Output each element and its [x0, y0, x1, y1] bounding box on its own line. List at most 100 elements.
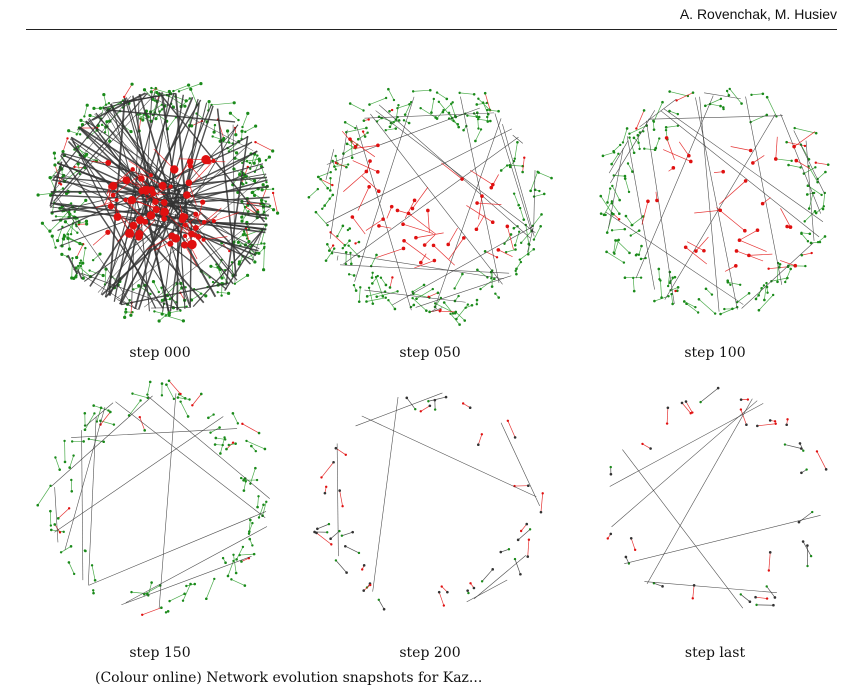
node [344, 262, 348, 266]
node [807, 207, 811, 210]
edge [606, 251, 625, 263]
node [664, 128, 668, 132]
node [641, 442, 644, 446]
edge [262, 501, 267, 516]
edge [345, 121, 356, 129]
edge [448, 112, 459, 128]
node [722, 107, 725, 111]
long-edge [473, 555, 527, 600]
node [384, 283, 388, 287]
edge [705, 98, 722, 107]
node [251, 544, 254, 547]
edge [88, 438, 104, 443]
hub-node [687, 153, 691, 158]
edge [245, 229, 263, 236]
red-edge [365, 218, 384, 231]
red-edge [357, 186, 370, 211]
hub-node [123, 197, 128, 203]
node [346, 228, 350, 232]
node [365, 126, 368, 130]
node [433, 398, 437, 402]
node [445, 97, 449, 101]
node [98, 106, 102, 110]
node [151, 280, 156, 284]
node [307, 195, 311, 199]
edge [630, 230, 640, 236]
red-edge [132, 168, 152, 190]
red-edge [663, 149, 691, 162]
long-edge [85, 120, 185, 189]
node [477, 115, 481, 119]
node [227, 443, 230, 447]
hub-node [743, 179, 748, 183]
node [271, 208, 276, 212]
node [550, 176, 553, 180]
hub-node [113, 212, 122, 221]
edge [616, 240, 630, 254]
red-edge [433, 245, 455, 266]
hub-node [187, 239, 197, 250]
node [245, 181, 248, 185]
hub-node [135, 215, 145, 225]
long-edge [125, 526, 268, 603]
long-edge [635, 95, 714, 279]
edge [380, 277, 387, 286]
edge [804, 211, 816, 222]
node [149, 292, 152, 296]
long-edge [124, 97, 155, 203]
long-edge [354, 96, 415, 282]
edge [250, 468, 256, 484]
node [84, 198, 88, 203]
node [85, 222, 89, 226]
edge [475, 129, 482, 142]
edge [520, 523, 528, 532]
node [53, 157, 57, 160]
node [74, 275, 78, 279]
long-edge [793, 130, 825, 194]
red-edge [641, 201, 649, 225]
node [765, 585, 768, 588]
node [62, 530, 65, 534]
node [90, 564, 94, 567]
node [763, 298, 766, 302]
node [472, 586, 476, 590]
node [800, 253, 804, 257]
edge [709, 103, 721, 107]
node [70, 489, 74, 493]
node [63, 220, 68, 224]
node [618, 198, 621, 202]
node [629, 234, 632, 237]
edge [67, 234, 70, 250]
node [130, 590, 133, 594]
node [469, 582, 472, 585]
node [124, 307, 128, 311]
edge [700, 387, 719, 403]
long-edge [325, 149, 335, 180]
node [334, 168, 337, 171]
node [371, 282, 374, 285]
node [334, 559, 338, 562]
node [241, 161, 244, 165]
edge [666, 125, 678, 128]
edge [226, 442, 234, 450]
long-edge [663, 108, 824, 223]
hub-node [446, 242, 451, 247]
edge [245, 206, 258, 215]
node [361, 130, 365, 133]
edge [428, 292, 439, 298]
node [768, 419, 772, 422]
node [623, 177, 627, 180]
node [738, 283, 742, 286]
edge [132, 393, 148, 399]
edge [155, 109, 163, 119]
node [107, 101, 111, 105]
node [814, 211, 818, 215]
edge [65, 221, 78, 233]
node [787, 163, 790, 167]
node [227, 141, 231, 144]
long-edge [170, 104, 212, 201]
node [244, 130, 247, 134]
node [803, 144, 807, 148]
node [599, 212, 603, 215]
node [710, 293, 714, 296]
